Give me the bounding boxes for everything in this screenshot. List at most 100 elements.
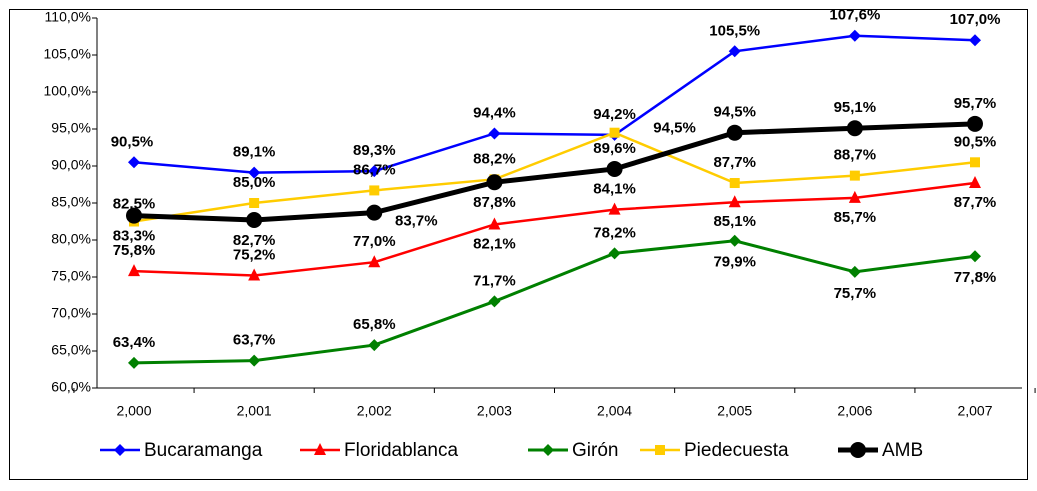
data-label: 107,0%: [950, 11, 1001, 28]
data-point: [248, 268, 261, 281]
data-label: 77,0%: [353, 233, 396, 250]
data-point: [969, 34, 981, 47]
data-label: 63,4%: [113, 334, 156, 351]
legend-marker: [542, 444, 554, 456]
data-label: 87,7%: [713, 154, 756, 171]
legend-marker: [314, 443, 326, 455]
data-point: [846, 120, 863, 137]
x-tick-label: 2,006: [837, 403, 872, 419]
data-point: [969, 250, 981, 263]
data-label: 89,6%: [593, 140, 636, 157]
data-point: [246, 212, 263, 229]
y-tick-label: 60,0%: [51, 379, 91, 395]
data-label: 63,7%: [233, 332, 276, 349]
data-point: [728, 234, 741, 247]
y-tick-label: 85,0%: [51, 194, 91, 210]
data-point: [249, 198, 260, 208]
series-line: [133, 239, 976, 365]
series-line: [133, 121, 976, 223]
legend-item: Bucaramanga: [100, 440, 263, 461]
y-tick-label: 105,0%: [44, 46, 91, 62]
data-label: 94,2%: [593, 106, 636, 123]
legend-marker: [114, 444, 126, 456]
data-label: 71,7%: [473, 272, 516, 289]
data-point: [128, 264, 140, 277]
data-point: [368, 165, 381, 178]
data-label: 82,5%: [113, 195, 156, 212]
data-label: 83,3%: [113, 228, 156, 245]
data-label: 94,5%: [713, 104, 756, 121]
series-line: [133, 34, 976, 174]
legend-marker: [655, 445, 665, 455]
data-label: 79,9%: [713, 254, 756, 271]
data-point: [608, 202, 621, 215]
chart-border: [9, 9, 1028, 480]
data-label: 87,8%: [473, 194, 516, 211]
legend-item: Girón: [528, 440, 618, 461]
data-label: 75,8%: [113, 242, 156, 259]
x-tick-label: 2,002: [357, 403, 392, 419]
data-label: 65,8%: [353, 316, 396, 333]
y-tick-label: 110,0%: [45, 9, 91, 25]
y-tick-label: 90,0%: [51, 157, 91, 173]
legend-marker: [850, 442, 866, 458]
data-point: [969, 176, 981, 189]
data-point: [368, 339, 381, 352]
legend-item: AMB: [838, 440, 923, 461]
data-point: [126, 207, 142, 224]
data-point: [729, 178, 740, 189]
data-label: 105,5%: [709, 22, 760, 39]
data-label: 107,6%: [829, 7, 880, 24]
data-point: [848, 265, 861, 278]
data-label: 85,7%: [834, 209, 877, 226]
data-point: [726, 124, 743, 141]
data-label: 85,1%: [713, 213, 756, 230]
y-tick-label: 100,0%: [44, 83, 91, 99]
y-tick-label: 75,0%: [51, 268, 91, 284]
data-point: [967, 115, 983, 132]
data-label: 90,5%: [954, 133, 997, 150]
legend-item: Piedecuesta: [640, 440, 789, 461]
data-label: 82,1%: [473, 235, 516, 252]
series-line: [133, 131, 976, 223]
data-point: [606, 160, 623, 177]
data-label: 78,2%: [593, 224, 636, 241]
y-tick-label: 95,0%: [51, 120, 91, 136]
data-label: 95,1%: [834, 99, 877, 116]
data-point: [728, 195, 741, 208]
data-point: [486, 174, 503, 191]
data-point: [128, 156, 140, 169]
data-point: [248, 166, 261, 179]
legend-label: AMB: [882, 440, 923, 461]
data-label: 89,1%: [233, 144, 276, 161]
x-tick-label: 2,000: [116, 403, 151, 419]
data-point: [608, 247, 621, 260]
data-label: 85,0%: [233, 174, 276, 191]
data-point: [128, 356, 140, 369]
data-label: 90,5%: [111, 133, 154, 150]
data-label: 88,2%: [473, 150, 516, 167]
y-tick-label: 65,0%: [51, 342, 91, 358]
data-point: [849, 170, 860, 181]
data-point: [369, 185, 380, 196]
legend-label: Piedecuesta: [684, 440, 789, 461]
legend-item: Floridablanca: [300, 440, 458, 461]
data-label: 86,7%: [353, 161, 396, 178]
data-point: [248, 354, 261, 367]
data-point: [488, 127, 501, 140]
data-label: 75,2%: [233, 246, 276, 263]
legend-label: Bucaramanga: [144, 440, 263, 461]
data-point: [488, 217, 501, 230]
legend-label: Girón: [572, 440, 618, 461]
data-label: 75,7%: [834, 285, 877, 302]
series-line: [133, 181, 976, 277]
data-point: [970, 157, 980, 168]
data-label: 88,7%: [834, 147, 877, 164]
data-label: 77,8%: [954, 269, 997, 286]
data-label: 89,3%: [353, 142, 396, 159]
legend-label: Floridablanca: [344, 440, 458, 461]
x-tick-label: 2,005: [717, 403, 752, 419]
x-tick-label: 2,003: [477, 403, 512, 419]
